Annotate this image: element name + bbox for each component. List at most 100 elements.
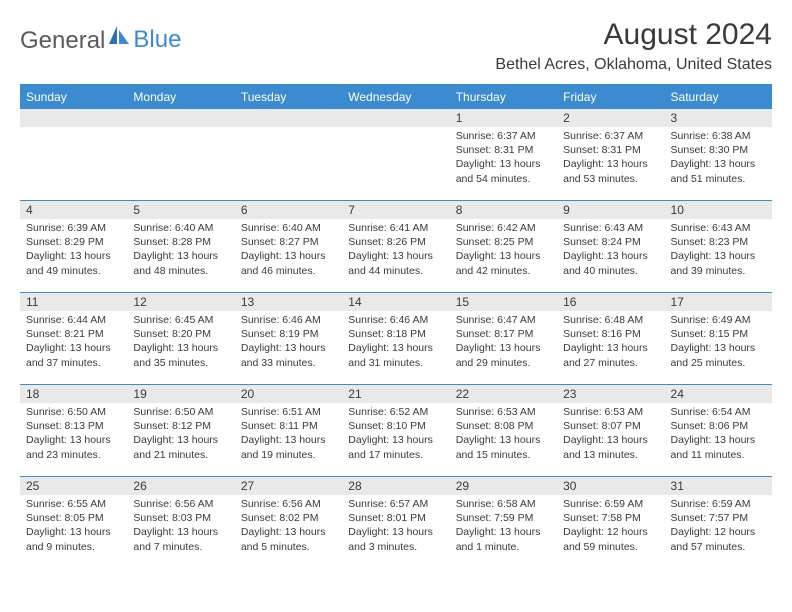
sunrise-text: Sunrise: 6:43 AM xyxy=(563,221,658,235)
day-details: Sunrise: 6:40 AMSunset: 8:28 PMDaylight:… xyxy=(127,219,234,282)
sunset-text: Sunset: 8:13 PM xyxy=(26,419,121,433)
sunrise-text: Sunrise: 6:44 AM xyxy=(26,313,121,327)
sunrise-text: Sunrise: 6:54 AM xyxy=(671,405,766,419)
sunrise-text: Sunrise: 6:53 AM xyxy=(563,405,658,419)
sunset-text: Sunset: 8:05 PM xyxy=(26,511,121,525)
day-number: 7 xyxy=(342,201,449,219)
day-number: 1 xyxy=(450,109,557,127)
weekday-header: Sunday xyxy=(20,85,127,109)
daylight-text: Daylight: 13 hours and 11 minutes. xyxy=(671,433,766,461)
daylight-text: Daylight: 13 hours and 51 minutes. xyxy=(671,157,766,185)
calendar-cell: 31Sunrise: 6:59 AMSunset: 7:57 PMDayligh… xyxy=(665,477,772,569)
calendar-row: 25 Sunrise: 6:55 AMSunset: 8:05 PMDayligh… xyxy=(20,477,772,569)
daylight-text: Daylight: 13 hours and 49 minutes. xyxy=(26,249,121,277)
calendar-cell xyxy=(235,109,342,201)
sunrise-text: Sunrise: 6:37 AM xyxy=(563,129,658,143)
weekday-header: Friday xyxy=(557,85,664,109)
sunset-text: Sunset: 8:26 PM xyxy=(348,235,443,249)
day-details: Sunrise: 6:59 AMSunset: 7:58 PMDaylight:… xyxy=(557,495,664,558)
day-number: 24 xyxy=(665,385,772,403)
daylight-text: Daylight: 13 hours and 15 minutes. xyxy=(456,433,551,461)
day-number: 16 xyxy=(557,293,664,311)
day-details: Sunrise: 6:43 AMSunset: 8:24 PMDaylight:… xyxy=(557,219,664,282)
day-number: 25 xyxy=(20,477,127,495)
calendar-cell: 25 Sunrise: 6:55 AMSunset: 8:05 PMDayligh… xyxy=(20,477,127,569)
day-details: Sunrise: 6:59 AMSunset: 7:57 PMDaylight:… xyxy=(665,495,772,558)
sunrise-text: Sunrise: 6:45 AM xyxy=(133,313,228,327)
calendar-cell xyxy=(342,109,449,201)
day-details: Sunrise: 6:46 AMSunset: 8:18 PMDaylight:… xyxy=(342,311,449,374)
calendar-cell: 4Sunrise: 6:39 AMSunset: 8:29 PMDaylight… xyxy=(20,201,127,293)
day-number: 29 xyxy=(450,477,557,495)
calendar-cell: 17Sunrise: 6:49 AMSunset: 8:15 PMDayligh… xyxy=(665,293,772,385)
daylight-text: Daylight: 13 hours and 9 minutes. xyxy=(26,525,121,553)
calendar-cell: 23Sunrise: 6:53 AMSunset: 8:07 PMDayligh… xyxy=(557,385,664,477)
sunset-text: Sunset: 8:15 PM xyxy=(671,327,766,341)
sunset-text: Sunset: 8:03 PM xyxy=(133,511,228,525)
sunset-text: Sunset: 8:31 PM xyxy=(456,143,551,157)
day-details: Sunrise: 6:53 AMSunset: 8:08 PMDaylight:… xyxy=(450,403,557,466)
calendar-cell: 20Sunrise: 6:51 AMSunset: 8:11 PMDayligh… xyxy=(235,385,342,477)
daylight-text: Daylight: 13 hours and 42 minutes. xyxy=(456,249,551,277)
day-details: Sunrise: 6:56 AMSunset: 8:03 PMDaylight:… xyxy=(127,495,234,558)
day-details: Sunrise: 6:46 AMSunset: 8:19 PMDaylight:… xyxy=(235,311,342,374)
day-number: 13 xyxy=(235,293,342,311)
daylight-text: Daylight: 13 hours and 35 minutes. xyxy=(133,341,228,369)
calendar-cell xyxy=(20,109,127,201)
calendar-cell: 19Sunrise: 6:50 AMSunset: 8:12 PMDayligh… xyxy=(127,385,234,477)
daylight-text: Daylight: 13 hours and 40 minutes. xyxy=(563,249,658,277)
daylight-text: Daylight: 13 hours and 29 minutes. xyxy=(456,341,551,369)
day-details: Sunrise: 6:43 AMSunset: 8:23 PMDaylight:… xyxy=(665,219,772,282)
calendar-row: 18Sunrise: 6:50 AMSunset: 8:13 PMDayligh… xyxy=(20,385,772,477)
day-number: 14 xyxy=(342,293,449,311)
calendar-cell: 27Sunrise: 6:56 AMSunset: 8:02 PMDayligh… xyxy=(235,477,342,569)
calendar-cell: 22Sunrise: 6:53 AMSunset: 8:08 PMDayligh… xyxy=(450,385,557,477)
sunset-text: Sunset: 8:30 PM xyxy=(671,143,766,157)
weekday-header: Tuesday xyxy=(235,85,342,109)
calendar-row: 11Sunrise: 6:44 AMSunset: 8:21 PMDayligh… xyxy=(20,293,772,385)
calendar-cell: 16Sunrise: 6:48 AMSunset: 8:16 PMDayligh… xyxy=(557,293,664,385)
sunset-text: Sunset: 8:25 PM xyxy=(456,235,551,249)
sunrise-text: Sunrise: 6:46 AM xyxy=(241,313,336,327)
calendar-cell: 18Sunrise: 6:50 AMSunset: 8:13 PMDayligh… xyxy=(20,385,127,477)
weekday-header: Saturday xyxy=(665,85,772,109)
sunset-text: Sunset: 8:27 PM xyxy=(241,235,336,249)
day-details: Sunrise: 6:41 AMSunset: 8:26 PMDaylight:… xyxy=(342,219,449,282)
day-details: Sunrise: 6:50 AMSunset: 8:13 PMDaylight:… xyxy=(20,403,127,466)
day-number: 12 xyxy=(127,293,234,311)
sunset-text: Sunset: 7:58 PM xyxy=(563,511,658,525)
day-number: 27 xyxy=(235,477,342,495)
calendar-row: 1Sunrise: 6:37 AMSunset: 8:31 PMDaylight… xyxy=(20,109,772,201)
day-details: Sunrise: 6:53 AMSunset: 8:07 PMDaylight:… xyxy=(557,403,664,466)
calendar-cell: 14Sunrise: 6:46 AMSunset: 8:18 PMDayligh… xyxy=(342,293,449,385)
sunset-text: Sunset: 8:11 PM xyxy=(241,419,336,433)
sunrise-text: Sunrise: 6:55 AM xyxy=(26,497,121,511)
daylight-text: Daylight: 13 hours and 39 minutes. xyxy=(671,249,766,277)
day-details: Sunrise: 6:37 AMSunset: 8:31 PMDaylight:… xyxy=(557,127,664,190)
day-details: Sunrise: 6:39 AMSunset: 8:29 PMDaylight:… xyxy=(20,219,127,282)
calendar-cell: 9Sunrise: 6:43 AMSunset: 8:24 PMDaylight… xyxy=(557,201,664,293)
calendar-cell: 7Sunrise: 6:41 AMSunset: 8:26 PMDaylight… xyxy=(342,201,449,293)
day-number: 31 xyxy=(665,477,772,495)
sunset-text: Sunset: 8:01 PM xyxy=(348,511,443,525)
sunrise-text: Sunrise: 6:47 AM xyxy=(456,313,551,327)
daylight-text: Daylight: 13 hours and 46 minutes. xyxy=(241,249,336,277)
day-details: Sunrise: 6:57 AMSunset: 8:01 PMDaylight:… xyxy=(342,495,449,558)
day-number: 20 xyxy=(235,385,342,403)
sunrise-text: Sunrise: 6:59 AM xyxy=(671,497,766,511)
sunrise-text: Sunrise: 6:46 AM xyxy=(348,313,443,327)
sunrise-text: Sunrise: 6:39 AM xyxy=(26,221,121,235)
calendar-body: 1Sunrise: 6:37 AMSunset: 8:31 PMDaylight… xyxy=(20,109,772,569)
day-details: Sunrise: 6:48 AMSunset: 8:16 PMDaylight:… xyxy=(557,311,664,374)
sunrise-text: Sunrise: 6:43 AM xyxy=(671,221,766,235)
sunset-text: Sunset: 8:19 PM xyxy=(241,327,336,341)
day-number: 8 xyxy=(450,201,557,219)
sunset-text: Sunset: 8:17 PM xyxy=(456,327,551,341)
day-number: 6 xyxy=(235,201,342,219)
sunrise-text: Sunrise: 6:51 AM xyxy=(241,405,336,419)
day-details: Sunrise: 6:42 AMSunset: 8:25 PMDaylight:… xyxy=(450,219,557,282)
calendar-cell: 10Sunrise: 6:43 AMSunset: 8:23 PMDayligh… xyxy=(665,201,772,293)
day-details: Sunrise: 6:40 AMSunset: 8:27 PMDaylight:… xyxy=(235,219,342,282)
day-details: Sunrise: 6:45 AMSunset: 8:20 PMDaylight:… xyxy=(127,311,234,374)
day-details: Sunrise: 6:49 AMSunset: 8:15 PMDaylight:… xyxy=(665,311,772,374)
